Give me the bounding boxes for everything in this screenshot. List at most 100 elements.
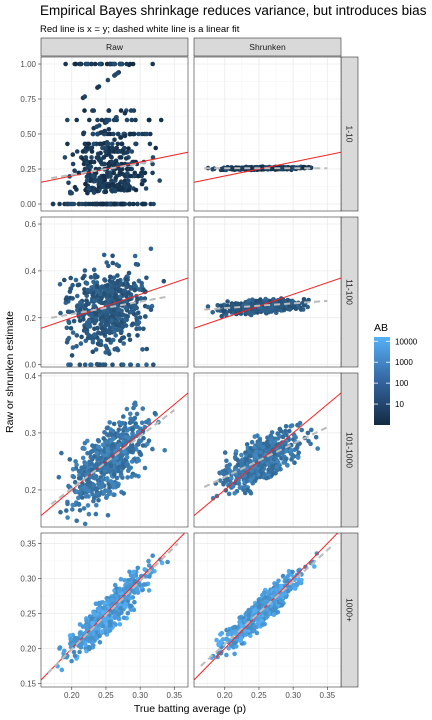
data-point bbox=[119, 320, 124, 325]
data-point bbox=[263, 611, 269, 616]
data-point bbox=[147, 141, 153, 147]
data-point bbox=[116, 615, 121, 621]
data-point bbox=[85, 335, 91, 341]
data-point bbox=[275, 431, 281, 436]
data-point bbox=[82, 306, 88, 312]
data-point bbox=[259, 465, 265, 471]
data-point bbox=[139, 280, 144, 286]
data-point bbox=[96, 481, 101, 487]
data-point bbox=[87, 459, 92, 465]
data-point bbox=[153, 145, 158, 151]
data-point bbox=[114, 312, 119, 317]
data-point bbox=[83, 201, 88, 207]
data-point bbox=[110, 436, 116, 441]
data-point bbox=[131, 435, 136, 440]
data-point bbox=[90, 108, 95, 113]
data-point bbox=[89, 149, 95, 154]
data-point bbox=[102, 430, 107, 435]
data-point bbox=[244, 456, 249, 462]
data-point bbox=[116, 601, 122, 607]
data-point bbox=[76, 495, 81, 501]
data-point bbox=[258, 297, 263, 302]
data-point bbox=[122, 133, 128, 139]
x-tick-label: 0.20 bbox=[217, 691, 233, 700]
data-point bbox=[69, 353, 75, 358]
data-point bbox=[126, 187, 132, 193]
data-point bbox=[106, 299, 112, 304]
data-point bbox=[78, 341, 84, 346]
data-point bbox=[78, 61, 84, 67]
data-point bbox=[256, 605, 262, 610]
data-point bbox=[105, 170, 110, 176]
y-tick-label: 0.3 bbox=[25, 429, 37, 438]
y-tick-label: 0.35 bbox=[20, 540, 36, 549]
data-point bbox=[244, 453, 249, 459]
data-point bbox=[267, 596, 272, 602]
data-point bbox=[127, 569, 132, 575]
data-point bbox=[74, 333, 80, 338]
data-point bbox=[144, 346, 150, 352]
data-point bbox=[295, 582, 300, 588]
data-point bbox=[125, 314, 130, 319]
data-point bbox=[66, 335, 72, 341]
fit-line bbox=[51, 160, 154, 180]
data-point bbox=[97, 640, 103, 645]
data-point bbox=[230, 484, 236, 489]
chart-subtitle: Red line is x = y; dashed white line is … bbox=[40, 24, 240, 35]
data-point bbox=[271, 449, 277, 454]
data-point bbox=[108, 61, 114, 67]
data-point bbox=[281, 460, 287, 465]
data-point bbox=[123, 595, 129, 601]
data-point bbox=[92, 332, 97, 337]
data-point bbox=[151, 362, 156, 367]
data-point bbox=[133, 473, 138, 478]
data-point bbox=[98, 150, 103, 156]
data-point bbox=[104, 288, 110, 294]
data-point bbox=[84, 302, 89, 308]
data-point bbox=[105, 283, 110, 289]
data-point bbox=[256, 612, 261, 618]
data-point bbox=[313, 434, 319, 440]
data-point bbox=[132, 400, 138, 406]
data-point bbox=[128, 573, 134, 578]
data-point bbox=[144, 131, 150, 137]
data-point bbox=[105, 598, 110, 603]
data-point bbox=[107, 485, 112, 490]
data-point bbox=[110, 260, 116, 266]
data-point bbox=[260, 592, 265, 598]
data-point bbox=[259, 618, 265, 623]
data-point bbox=[105, 616, 110, 621]
data-point bbox=[108, 622, 113, 628]
data-point bbox=[103, 350, 108, 355]
data-point bbox=[77, 508, 83, 513]
data-point bbox=[142, 567, 147, 572]
data-point bbox=[110, 337, 116, 343]
data-point bbox=[102, 362, 108, 367]
data-point bbox=[101, 610, 106, 615]
data-point bbox=[249, 439, 255, 445]
data-point bbox=[290, 569, 295, 575]
data-point bbox=[89, 362, 94, 367]
data-point bbox=[254, 476, 259, 481]
data-point bbox=[103, 606, 108, 612]
identity-line bbox=[194, 277, 341, 329]
data-point bbox=[84, 636, 89, 642]
data-point bbox=[110, 485, 116, 490]
data-point bbox=[140, 406, 146, 411]
fit-line bbox=[203, 426, 328, 488]
panel-raw-3 bbox=[40, 532, 189, 688]
data-point bbox=[120, 420, 125, 426]
data-point bbox=[59, 667, 65, 673]
data-point bbox=[221, 471, 227, 477]
data-point bbox=[128, 362, 133, 367]
data-point bbox=[109, 479, 114, 485]
data-point bbox=[115, 273, 120, 278]
data-point bbox=[101, 252, 107, 258]
data-point bbox=[99, 184, 105, 189]
data-point bbox=[298, 580, 304, 585]
data-point bbox=[142, 465, 148, 471]
data-point bbox=[117, 61, 123, 67]
data-point bbox=[119, 453, 125, 459]
data-point bbox=[119, 141, 125, 147]
data-point bbox=[94, 280, 100, 285]
